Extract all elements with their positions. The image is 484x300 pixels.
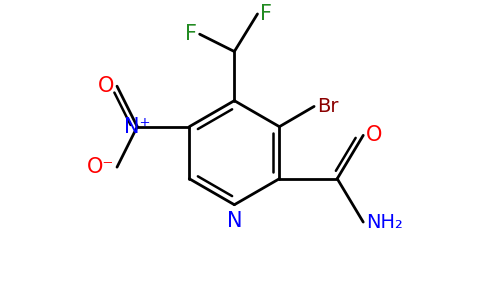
Text: O: O bbox=[366, 125, 382, 145]
Text: F: F bbox=[260, 4, 272, 24]
Text: N: N bbox=[227, 211, 242, 230]
Text: O⁻: O⁻ bbox=[87, 157, 114, 177]
Text: N⁺: N⁺ bbox=[124, 117, 151, 137]
Text: F: F bbox=[185, 24, 197, 44]
Text: O: O bbox=[98, 76, 114, 96]
Text: Br: Br bbox=[317, 97, 338, 116]
Text: NH₂: NH₂ bbox=[366, 213, 403, 232]
